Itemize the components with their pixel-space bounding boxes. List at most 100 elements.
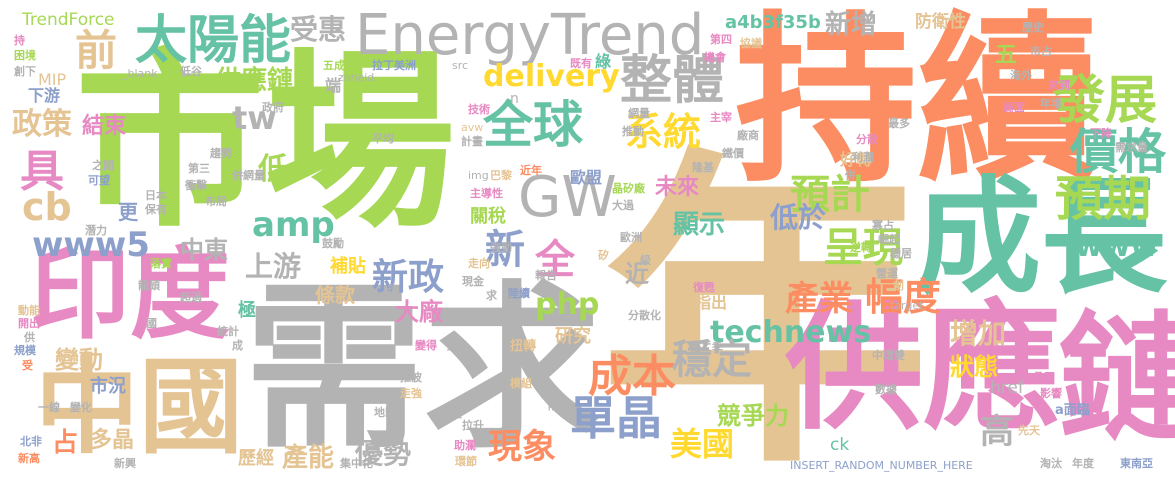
word-zuiduo: 最多 bbox=[888, 117, 910, 130]
word-diyu: 低於 bbox=[770, 201, 827, 234]
word-wen: 穩 bbox=[386, 421, 397, 434]
word-yuji: 預計 bbox=[790, 172, 870, 218]
word-butie: 補貼 bbox=[330, 256, 366, 277]
word-zhudaoxing: 主導性 bbox=[470, 187, 503, 200]
word-quan: 全 bbox=[535, 237, 575, 283]
word-lijing: 歷經 bbox=[238, 448, 274, 469]
word-lu: 綠 bbox=[595, 52, 612, 71]
word-n: n bbox=[510, 91, 519, 107]
word-wending: 穩定 bbox=[672, 337, 752, 383]
word-xianshi: 顯示 bbox=[673, 210, 726, 240]
word-technews: technews bbox=[710, 315, 872, 350]
word-shikuang: 市況 bbox=[90, 376, 126, 397]
word-dongnanya: 東南亞 bbox=[1120, 457, 1153, 470]
word-xiayou: 下游 bbox=[28, 86, 61, 105]
word-kunjing: 困境 bbox=[14, 49, 36, 62]
word-wenju: 穩居 bbox=[890, 247, 912, 260]
word-chuangxia: 創下 bbox=[14, 65, 36, 78]
word-energytrend: EnergyTrend bbox=[355, 3, 705, 68]
word-baoyou: 保有 bbox=[145, 203, 167, 216]
word-blank: _blank bbox=[122, 67, 158, 80]
word-shouhui: 受惠 bbox=[290, 13, 347, 46]
word-img: img bbox=[468, 169, 489, 182]
word-mozu: 模組 bbox=[510, 377, 532, 390]
word-guimo: 規模 bbox=[14, 344, 36, 357]
word-guanshui: 關稅 bbox=[470, 206, 506, 227]
word-lishi: 歷史 bbox=[1022, 21, 1044, 34]
word-chanye: 產業 bbox=[785, 279, 853, 319]
word-yindu: 印度 bbox=[30, 236, 230, 353]
word-jieshu: 結束 bbox=[82, 114, 127, 139]
word-cheng: 成 bbox=[232, 339, 243, 352]
word-gongying: 供應 bbox=[785, 288, 1062, 449]
word-amianlin: a面臨 bbox=[1055, 403, 1090, 418]
word-xitong: 系統 bbox=[625, 110, 702, 154]
word-zhulan: 助瀾 bbox=[454, 439, 476, 452]
word-qiu: 求 bbox=[486, 289, 497, 302]
word-chengben: 成本 bbox=[588, 351, 676, 402]
word-chi: 持 bbox=[14, 34, 25, 47]
word-laidao: 來到 bbox=[1048, 79, 1070, 92]
word-href: href bbox=[990, 378, 1024, 398]
word-www: www bbox=[1075, 229, 1159, 264]
word-lasheng: 拉升 bbox=[462, 419, 484, 432]
word-kuochan: 擴產 bbox=[440, 407, 462, 420]
word-chixu: 持續 bbox=[735, 0, 1099, 207]
word-trendforce: TrendForce bbox=[22, 10, 115, 30]
word-avw: avw bbox=[461, 121, 484, 134]
word-insert-random: INSERT_RANDOM_NUMBER_HERE bbox=[790, 459, 973, 472]
word-www5: www5 bbox=[32, 225, 150, 265]
word-jiyou: 既有 bbox=[570, 57, 592, 70]
word-bali: 巴黎 bbox=[490, 169, 512, 182]
word-yixian: 一線 bbox=[38, 401, 60, 414]
word-di: 低 bbox=[258, 152, 288, 187]
word-target: target bbox=[890, 299, 924, 312]
word-haozhuan: 好轉 bbox=[840, 150, 873, 169]
word-danjing: 單晶 bbox=[570, 391, 662, 445]
word-xingao: 新高 bbox=[18, 452, 40, 465]
word-taotai: 淘汰 bbox=[1040, 457, 1062, 470]
word-nizhuan: 逆轉 bbox=[850, 241, 872, 254]
word-gw: GW bbox=[518, 165, 617, 230]
word-zhuzai: 主宰 bbox=[710, 111, 732, 124]
word-zengjia: 增加 bbox=[950, 317, 1007, 350]
word-ouzhou: 歐洲 bbox=[620, 231, 642, 244]
word-yingxiang: 影響 bbox=[1040, 387, 1062, 400]
word-fensanhua: 分散化 bbox=[628, 309, 661, 322]
word-lirun: 利潤 bbox=[852, 151, 874, 164]
word-fazhan: 發展 bbox=[1053, 71, 1158, 131]
word-jihui: 機會 bbox=[704, 51, 726, 64]
word-diqu: 地區 bbox=[374, 406, 396, 419]
word-tuidong: 推動 bbox=[622, 125, 644, 138]
word-meiguo: 美國 bbox=[670, 425, 735, 463]
word-niandu: 年度 bbox=[1072, 457, 1094, 470]
word-xi: 矽 bbox=[598, 249, 609, 262]
word-jinnian: 近年 bbox=[520, 164, 542, 177]
word-jishu: 技術 bbox=[468, 103, 490, 116]
word-longji: 隆基 bbox=[692, 161, 714, 174]
word-guo: 國 bbox=[146, 317, 157, 330]
word-daguo: 大過 bbox=[612, 199, 634, 212]
word-jiage: 價格 bbox=[1070, 124, 1167, 180]
word-xinzeng: 新增 bbox=[825, 10, 878, 40]
word-wucheng: 五成 bbox=[323, 59, 345, 72]
word-zhongdong: 中東 bbox=[180, 236, 228, 264]
word-delivery: delivery bbox=[483, 59, 620, 94]
word-zhongguo: 中國 bbox=[35, 346, 244, 468]
word-ju: 具 bbox=[20, 146, 64, 197]
word-zhengti: 整體 bbox=[620, 51, 725, 111]
word-shou: 受 bbox=[22, 359, 33, 372]
word-guli: 鼓勵 bbox=[322, 237, 344, 250]
word-zhengfu: 政府 bbox=[262, 101, 284, 114]
word-chengzhang: 成長 bbox=[915, 164, 1167, 311]
word-amp: amp bbox=[252, 205, 335, 245]
word-chaoguo: 超過 bbox=[180, 291, 202, 304]
word-zhichu: 指出 bbox=[695, 293, 728, 312]
word-qian: 前 bbox=[75, 26, 118, 75]
word-zhengce: 政策 bbox=[12, 107, 72, 142]
word-lian: 鏈 bbox=[1034, 305, 1175, 443]
word-lading: 拉丁美洲 bbox=[372, 59, 416, 72]
word-xiajiang: 下降 bbox=[1090, 127, 1112, 140]
word-fangweixing: 防衛性 bbox=[915, 12, 966, 32]
